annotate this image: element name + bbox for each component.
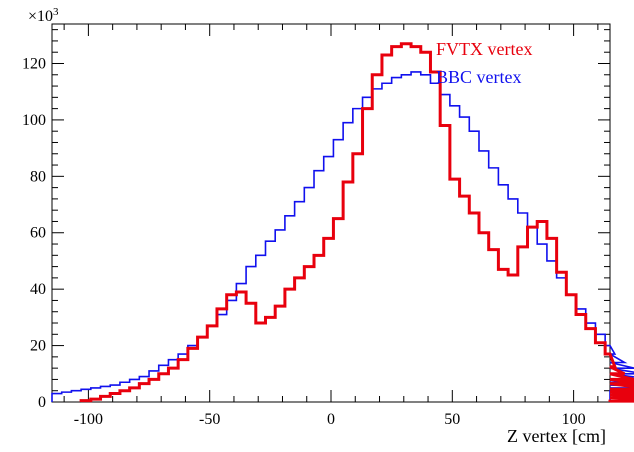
fvtx-series-line [79,42,634,403]
x-axis-title: Z vertex [cm] [507,426,606,446]
y-tick-label: 100 [22,112,46,129]
x-tick-label: 0 [327,411,335,428]
x-tick-label: 100 [562,411,586,428]
y-multiplier-label: ×103 [28,6,59,25]
y-tick-label: 40 [30,281,46,298]
legend-fvtx-label: FVTX vertex [436,39,532,59]
axis-ticks [52,24,610,403]
x-tick-label: -50 [199,411,220,428]
y-tick-label: 60 [30,225,46,242]
y-tick-label: 20 [30,338,46,355]
y-tick-label: 0 [38,394,46,411]
x-tick-label: 50 [444,411,460,428]
y-tick-label: 120 [22,55,46,72]
bbc-series-line [51,71,634,402]
y-tick-label: 80 [30,168,46,185]
series-layer [51,42,634,403]
x-tick-label: -100 [74,411,103,428]
tick-labels: -100 -50 0 50 100 0 20 40 60 80 100 120 [22,55,586,428]
legend-bbc-label: BBC vertex [436,67,522,87]
